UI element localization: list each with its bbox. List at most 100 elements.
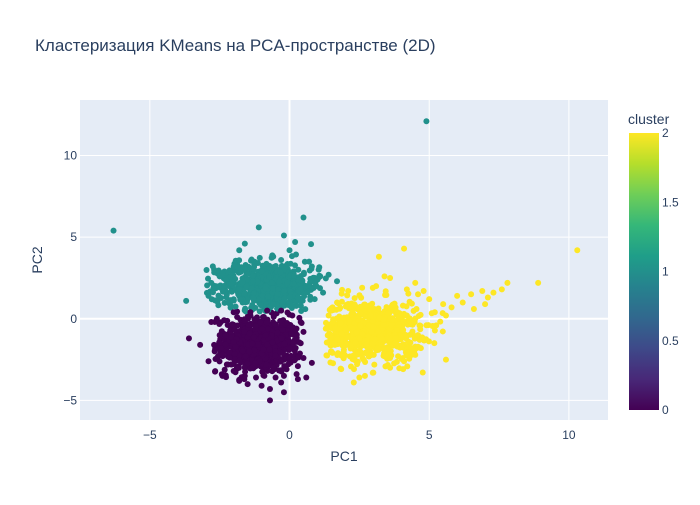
scatter-point-cluster-2 (349, 325, 356, 332)
scatter-point-cluster-0 (281, 340, 288, 347)
scatter-point-cluster-2 (374, 345, 381, 352)
scatter-point-cluster-2 (383, 292, 390, 299)
scatter-point-cluster-1 (295, 266, 302, 273)
scatter-point-cluster-2 (363, 337, 370, 344)
scatter-point-cluster-0 (211, 341, 218, 348)
scatter-point-cluster-0 (222, 341, 229, 348)
scatter-point-cluster-1 (423, 118, 430, 125)
scatter-point-cluster-0 (277, 317, 284, 324)
colorbar-title: cluster (628, 111, 670, 127)
scatter-point-cluster-2 (394, 327, 401, 334)
scatter-point-cluster-2 (375, 253, 382, 260)
scatter-point-cluster-1 (264, 293, 271, 300)
scatter-point-cluster-1 (334, 278, 341, 285)
scatter-point-cluster-1 (234, 264, 241, 271)
scatter-point-cluster-2 (339, 353, 346, 360)
scatter-point-cluster-2 (323, 339, 330, 346)
scatter-point-cluster-2 (406, 298, 413, 305)
scatter-point-cluster-2 (351, 366, 357, 373)
y-axis-title: PC2 (29, 246, 45, 273)
scatter-point-cluster-0 (214, 353, 221, 360)
scatter-point-cluster-2 (363, 341, 370, 348)
scatter-point-cluster-2 (351, 295, 358, 302)
scatter-point-cluster-0 (205, 358, 212, 365)
scatter-point-cluster-1 (241, 240, 248, 247)
scatter-point-cluster-1 (228, 280, 235, 287)
scatter-point-cluster-0 (277, 349, 284, 356)
scatter-point-cluster-2 (417, 322, 424, 329)
scatter-point-cluster-1 (292, 239, 299, 246)
scatter-point-cluster-2 (387, 364, 394, 371)
scatter-point-cluster-1 (212, 297, 219, 304)
scatter-point-cluster-0 (230, 321, 237, 328)
scatter-point-cluster-2 (400, 318, 407, 325)
scatter-point-cluster-0 (185, 335, 192, 342)
scatter-point-cluster-1 (289, 302, 296, 309)
scatter-point-cluster-2 (370, 323, 377, 330)
y-tick-label: 0 (70, 312, 77, 326)
scatter-point-cluster-2 (439, 328, 446, 335)
scatter-point-cluster-2 (352, 339, 359, 346)
colorbar: cluster 0 0.5 1 1.5 2 (628, 111, 679, 417)
scatter-point-cluster-2 (482, 301, 489, 308)
scatter-point-cluster-0 (239, 347, 246, 354)
scatter-point-cluster-1 (232, 303, 239, 310)
scatter-point-cluster-1 (307, 296, 314, 303)
scatter-point-cluster-0 (226, 349, 233, 356)
scatter-point-cluster-0 (297, 340, 304, 347)
scatter-point-cluster-0 (279, 326, 286, 333)
scatter-point-cluster-0 (280, 372, 287, 379)
scatter-point-cluster-0 (225, 361, 232, 368)
scatter-point-cluster-2 (405, 338, 412, 345)
scatter-point-cluster-1 (236, 247, 243, 254)
scatter-point-cluster-2 (339, 286, 346, 293)
scatter-point-cluster-1 (295, 277, 302, 284)
scatter-point-cluster-2 (322, 325, 329, 332)
scatter-point-cluster-2 (401, 358, 408, 365)
scatter-point-cluster-0 (263, 319, 270, 326)
scatter-point-cluster-2 (324, 352, 331, 359)
scatter-point-cluster-1 (297, 302, 304, 309)
scatter-point-cluster-0 (290, 340, 297, 347)
scatter-point-cluster-0 (289, 312, 296, 319)
scatter-point-cluster-2 (349, 308, 356, 315)
scatter-point-cluster-0 (266, 346, 273, 353)
scatter-point-cluster-0 (218, 344, 225, 351)
scatter-point-cluster-2 (350, 352, 357, 359)
scatter-point-cluster-1 (266, 264, 273, 271)
scatter-point-cluster-1 (325, 271, 332, 278)
scatter-point-cluster-1 (292, 262, 299, 269)
scatter-point-cluster-2 (412, 315, 419, 322)
data-points (110, 118, 581, 404)
scatter-point-cluster-0 (258, 382, 265, 389)
scatter-point-cluster-2 (343, 340, 350, 347)
colorbar-tick-label: 1 (662, 265, 669, 279)
scatter-point-cluster-0 (250, 334, 257, 341)
scatter-point-cluster-1 (317, 273, 324, 280)
scatter-point-cluster-0 (208, 319, 215, 326)
colorbar-tick-label: 0.5 (662, 334, 679, 348)
scatter-point-cluster-0 (245, 321, 252, 328)
scatter-point-cluster-2 (380, 321, 387, 328)
scatter-point-cluster-2 (357, 348, 364, 355)
scatter-point-cluster-1 (205, 275, 212, 282)
scatter-point-cluster-2 (384, 345, 391, 352)
scatter-point-cluster-1 (256, 254, 263, 261)
scatter-point-cluster-1 (308, 263, 315, 270)
scatter-point-cluster-0 (230, 309, 237, 316)
x-tick-label: 5 (426, 428, 433, 442)
scatter-point-cluster-2 (416, 336, 423, 343)
scatter-point-cluster-2 (327, 334, 334, 341)
scatter-point-cluster-0 (265, 325, 272, 332)
scatter-point-cluster-0 (248, 364, 255, 371)
scatter-point-cluster-2 (386, 350, 393, 357)
scatter-point-cluster-2 (379, 335, 386, 342)
scatter-point-cluster-1 (280, 232, 287, 239)
scatter-point-cluster-0 (235, 364, 242, 371)
scatter-point-cluster-2 (406, 355, 413, 362)
scatter-point-cluster-2 (331, 340, 338, 347)
scatter-point-cluster-0 (253, 374, 259, 381)
scatter-point-cluster-2 (459, 299, 466, 306)
scatter-point-cluster-2 (338, 298, 345, 305)
scatter-point-cluster-2 (373, 283, 380, 290)
